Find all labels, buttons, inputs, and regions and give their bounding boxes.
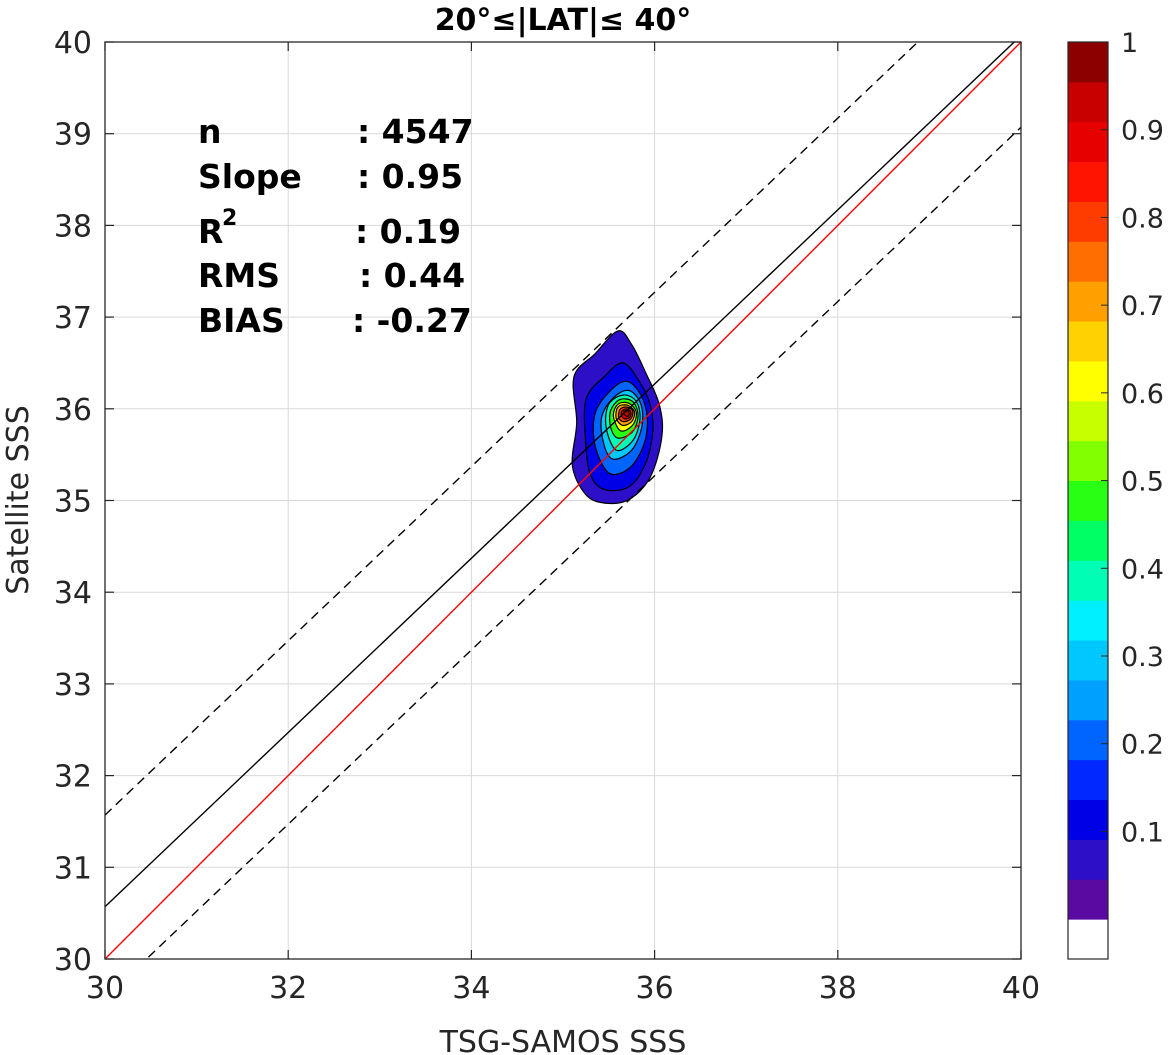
x-tick-label: 30 bbox=[86, 971, 124, 1006]
stat-bias-label: BIAS bbox=[198, 301, 285, 340]
colorbar-band bbox=[1068, 81, 1108, 123]
colorbar-band bbox=[1068, 161, 1108, 202]
colorbar-band bbox=[1068, 520, 1108, 561]
y-tick-label: 33 bbox=[54, 668, 92, 703]
colorbar-tick-label: 0.2 bbox=[1121, 730, 1164, 761]
stat-rms-value: : 0.44 bbox=[359, 256, 465, 295]
chart-title: 20°≤|LAT|≤ 40° bbox=[435, 3, 692, 38]
stat-bias-value: : -0.27 bbox=[352, 301, 472, 340]
colorbar-band bbox=[1068, 879, 1108, 920]
colorbar-band bbox=[1068, 640, 1108, 681]
y-tick-label: 40 bbox=[54, 26, 92, 61]
colorbar-frame bbox=[1067, 41, 1109, 960]
y-tick-label: 32 bbox=[54, 760, 92, 795]
colorbar-tick-label: 0.1 bbox=[1121, 817, 1164, 848]
stat-slope-label: Slope bbox=[198, 157, 302, 196]
colorbar-tick-label: 0.8 bbox=[1121, 203, 1164, 234]
stat-r2-superscript: 2 bbox=[222, 206, 237, 231]
colorbar-band bbox=[1068, 42, 1108, 83]
y-tick-label: 35 bbox=[54, 485, 92, 520]
reference-lines bbox=[105, 42, 1021, 959]
axis-ticks: 30 32 34 36 38 40 30 31 32 33 34 35 36 37 38 39 40 bbox=[54, 26, 1040, 1006]
x-tick-label: 32 bbox=[269, 971, 307, 1006]
stats-block: n : 4547 Slope : 0.95 R 2 : 0.19 RMS : 0… bbox=[198, 112, 474, 340]
y-axis-label: Satellite SSS bbox=[1, 405, 36, 595]
colorbar-tick-label: 0.7 bbox=[1121, 291, 1164, 322]
colorbar-band bbox=[1068, 400, 1108, 442]
colorbar-band bbox=[1068, 919, 1108, 960]
x-tick-label: 34 bbox=[452, 971, 490, 1006]
colorbar-band bbox=[1068, 201, 1108, 242]
stat-slope-value: : 0.95 bbox=[357, 157, 463, 196]
colorbar-band bbox=[1068, 480, 1108, 521]
colorbar-band bbox=[1068, 360, 1108, 402]
colorbar: 1 0.9 0.8 0.7 0.6 0.5 0.4 0.3 0.2 0.1 bbox=[1067, 28, 1164, 960]
x-tick-label: 36 bbox=[636, 971, 674, 1006]
x-axis-label: TSG-SAMOS SSS bbox=[439, 1025, 687, 1055]
stat-rms-label: RMS bbox=[198, 256, 280, 295]
stat-n-label: n bbox=[198, 112, 222, 151]
x-tick-label: 38 bbox=[819, 971, 857, 1006]
colorbar-band bbox=[1068, 759, 1108, 801]
colorbar-band bbox=[1068, 560, 1108, 601]
colorbar-tick-label: 0.9 bbox=[1121, 116, 1164, 147]
colorbar-band bbox=[1068, 121, 1108, 163]
y-tick-label: 36 bbox=[54, 393, 92, 428]
colorbar-band bbox=[1068, 679, 1108, 721]
upper-bound-line bbox=[105, 42, 919, 816]
one-to-one-line bbox=[105, 42, 1021, 959]
colorbar-band bbox=[1068, 719, 1108, 761]
colorbar-tick-label: 0.6 bbox=[1121, 379, 1164, 410]
y-tick-label: 30 bbox=[54, 943, 92, 978]
y-tick-label: 38 bbox=[54, 209, 92, 244]
colorbar-band bbox=[1068, 440, 1108, 482]
y-tick-label: 34 bbox=[54, 576, 92, 611]
colorbar-band bbox=[1068, 839, 1108, 880]
y-tick-label: 39 bbox=[54, 118, 92, 153]
stat-n-value: : 4547 bbox=[357, 112, 474, 151]
colorbar-band bbox=[1068, 600, 1108, 641]
colorbar-band bbox=[1068, 241, 1108, 282]
stat-r2-value: : 0.19 bbox=[355, 212, 461, 251]
colorbar-band bbox=[1068, 281, 1108, 322]
y-tick-label: 31 bbox=[54, 851, 92, 886]
colorbar-tick-label: 1 bbox=[1121, 28, 1138, 59]
regression-line bbox=[105, 42, 1016, 908]
colorbar-band bbox=[1068, 799, 1108, 840]
lower-bound-line bbox=[145, 126, 1021, 959]
colorbar-tick-label: 0.5 bbox=[1121, 467, 1164, 498]
colorbar-band bbox=[1068, 321, 1108, 362]
y-tick-label: 37 bbox=[54, 301, 92, 336]
colorbar-tick-label: 0.3 bbox=[1121, 642, 1164, 673]
colorbar-tick-label: 0.4 bbox=[1121, 554, 1164, 585]
x-tick-label: 40 bbox=[1002, 971, 1040, 1006]
stat-r2-label: R bbox=[198, 212, 223, 251]
